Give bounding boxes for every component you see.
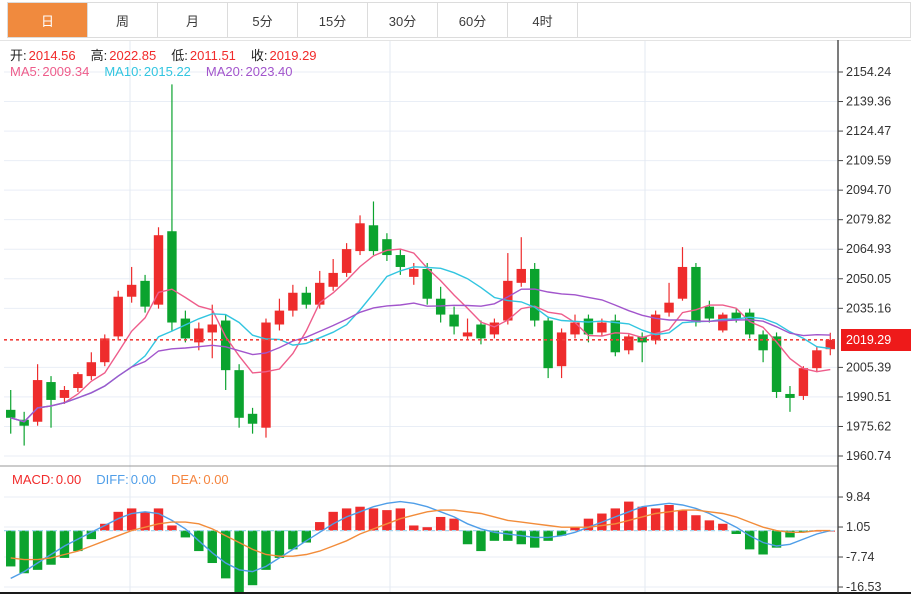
svg-text:2064.93: 2064.93 [846, 242, 891, 256]
tab-60min[interactable]: 60分 [438, 3, 508, 37]
svg-text:-7.74: -7.74 [846, 550, 875, 564]
tab-month[interactable]: 月 [158, 3, 228, 37]
svg-text:9.84: 9.84 [846, 490, 870, 504]
svg-text:1990.51: 1990.51 [846, 390, 891, 404]
tab-4hour[interactable]: 4时 [508, 3, 578, 37]
tab-15min[interactable]: 15分 [298, 3, 368, 37]
tab-5min[interactable]: 5分 [228, 3, 298, 37]
svg-text:2079.82: 2079.82 [846, 213, 891, 227]
svg-text:2124.47: 2124.47 [846, 124, 891, 138]
svg-text:-16.53: -16.53 [846, 580, 881, 594]
svg-text:2139.36: 2139.36 [846, 95, 891, 109]
svg-text:2035.16: 2035.16 [846, 301, 891, 315]
svg-text:2005.39: 2005.39 [846, 360, 891, 374]
tab-30min[interactable]: 30分 [368, 3, 438, 37]
svg-text:2109.59: 2109.59 [846, 154, 891, 168]
svg-text:2154.24: 2154.24 [846, 65, 891, 79]
svg-text:2050.05: 2050.05 [846, 272, 891, 286]
svg-text:1975.62: 1975.62 [846, 419, 891, 433]
svg-text:1960.74: 1960.74 [846, 449, 891, 463]
tab-week[interactable]: 周 [88, 3, 158, 37]
tab-day[interactable]: 日 [8, 3, 88, 37]
svg-text:1.05: 1.05 [846, 520, 870, 534]
svg-text:2094.70: 2094.70 [846, 183, 891, 197]
period-tabbar: 日周月 5分 15分 30分 60分 4时 [7, 2, 911, 38]
tabbar-spacer [578, 3, 910, 37]
